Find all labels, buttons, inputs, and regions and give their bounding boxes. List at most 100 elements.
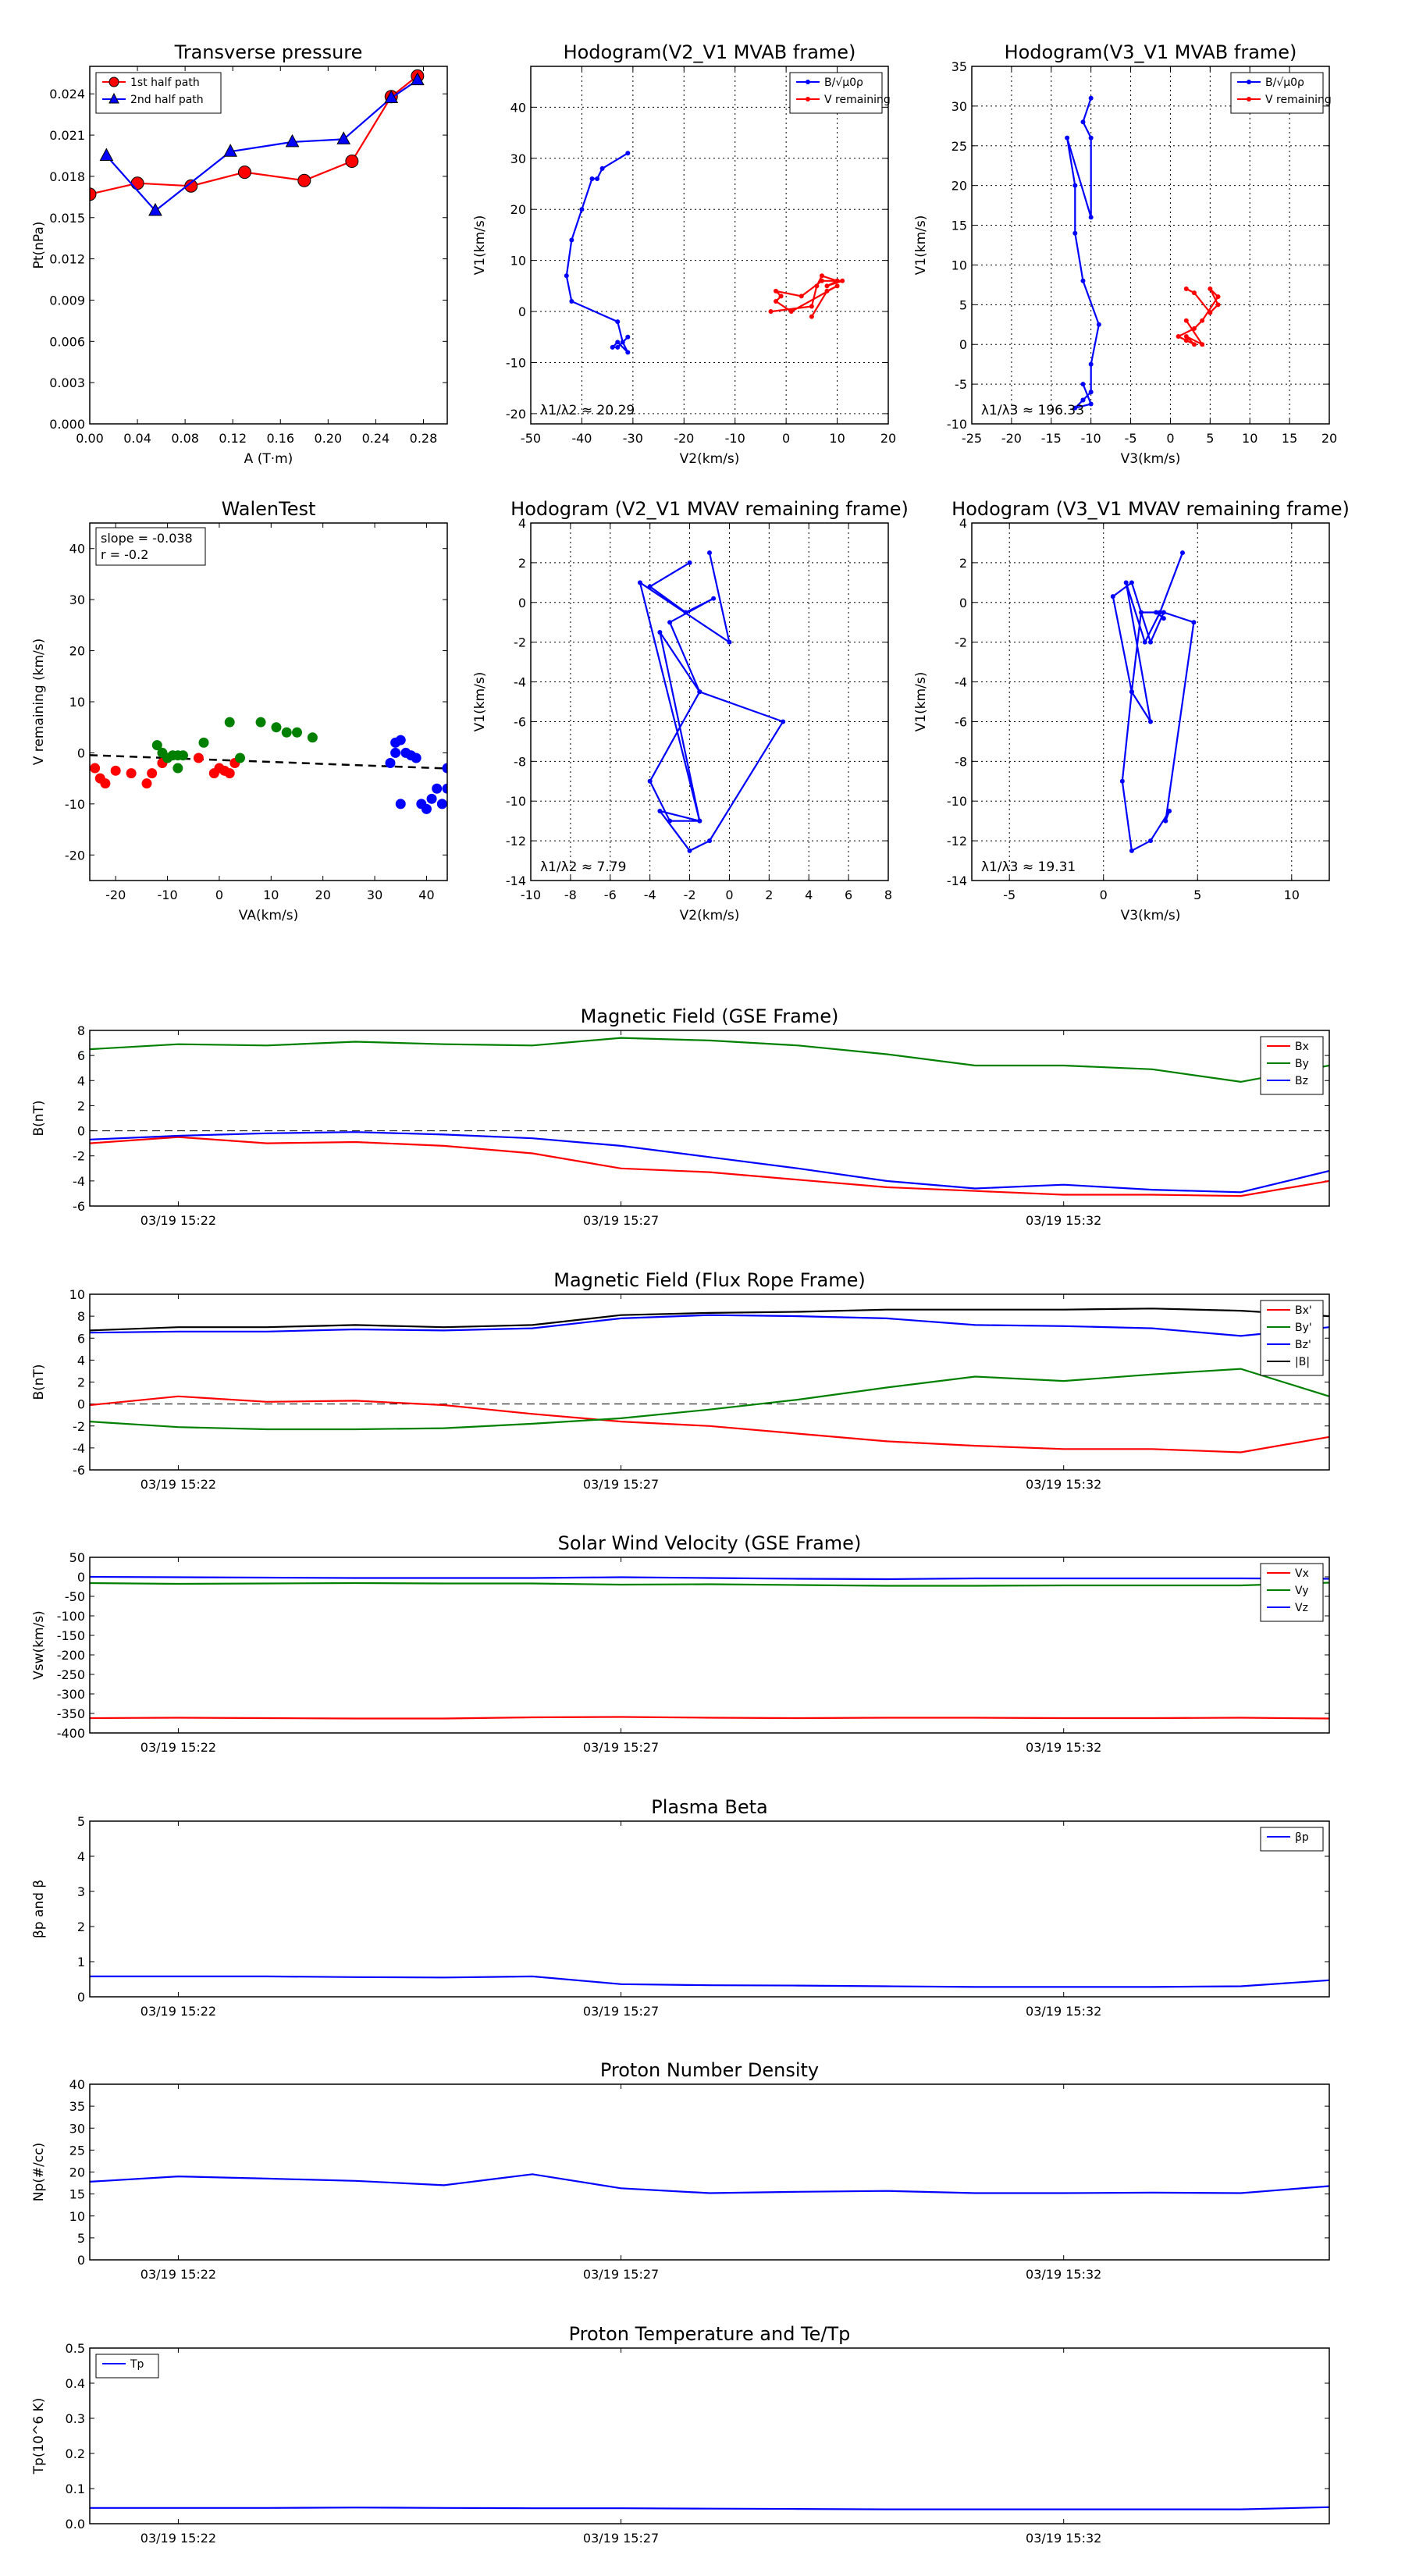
bgse-frame — [89, 1030, 1330, 1207]
h2-series-b0-point — [1088, 401, 1094, 407]
tp-xtick-label: 0.12 — [219, 431, 247, 446]
h1-xtick-label: 0 — [782, 431, 790, 446]
tp-xlabel: A (T·m) — [244, 451, 293, 467]
bfr-chart: Magnetic Field (Flux Rope Frame) -6 -4 -2 0 2… — [31, 1269, 1330, 1492]
walen-plot-area — [90, 717, 447, 814]
np-ytick-label: 15 — [69, 2187, 85, 2202]
walen-series-2-point — [395, 735, 406, 745]
tpp-ytick-label: 0.1 — [66, 2482, 85, 2496]
tpp-xtick-label: 03/19 15:32 — [1026, 2531, 1101, 2546]
h1-series-b0-point — [625, 151, 631, 156]
h3-ylabel: V1(km/s) — [472, 672, 488, 732]
beta-ytick-label: 5 — [77, 1814, 85, 1829]
h4-series-0-point — [1148, 719, 1153, 724]
h3-series-0-point — [697, 689, 702, 695]
tpp-ytick-label: 0.0 — [66, 2517, 85, 2532]
vsw-ytick-label: -400 — [57, 1726, 85, 1741]
h2-series-b0-point — [1072, 183, 1078, 188]
tpp-legend-label: Tp — [130, 2358, 144, 2371]
beta-chart: Plasma Beta 0 1 2 3 4 5 03/19 15:22 03/19 15:27 0… — [31, 1796, 1330, 2019]
h4-series-0-point — [1161, 610, 1166, 615]
vsw-ylabel: Vsw(km/s) — [31, 1610, 47, 1680]
h3-series-0-point — [667, 818, 673, 824]
h2-series-vremaining-point — [1215, 302, 1221, 308]
h2-series-vremaining-point — [1191, 342, 1197, 347]
h4-frame — [971, 522, 1330, 881]
walen-series-2-point — [385, 758, 396, 769]
h4-ytick-label: -2 — [955, 635, 967, 650]
np-plot-area — [90, 2173, 1329, 2194]
h3-ytick-label: -10 — [506, 794, 526, 809]
h4-xtick-label: 10 — [1284, 888, 1300, 902]
h3-xtick-label: 6 — [845, 888, 852, 902]
tpp-ylabel: Tp(10^6 K) — [31, 2398, 47, 2475]
h2-series-b0-point — [1088, 361, 1094, 367]
bgse-ytick-label: -6 — [73, 1199, 85, 1214]
h2-series-vremaining-point — [1200, 318, 1205, 323]
tp-ytick-label: 0.018 — [49, 169, 85, 184]
tp-series-2ndhalfpath-point — [384, 90, 399, 104]
h4-series-0-point — [1167, 808, 1172, 813]
h3-xtick-label: -2 — [684, 888, 696, 902]
bfr-ytick-label: -2 — [73, 1419, 85, 1434]
bgse-ytick-label: 6 — [77, 1048, 85, 1063]
bfr-xtick-label: 03/19 15:32 — [1026, 1477, 1101, 1492]
h1-series-vremaining-point — [799, 294, 804, 299]
h4-title: Hodogram (V3_V1 MVAV remaining frame) — [951, 498, 1350, 520]
bfr-series-bx-line — [90, 1395, 1329, 1453]
vsw-legend: Vx Vy Vz — [1260, 1563, 1324, 1622]
beta-title: Plasma Beta — [651, 1796, 767, 1818]
h4-series-0-point — [1148, 639, 1153, 645]
h2-series-b0-point — [1096, 322, 1101, 327]
h4-xtick-label: 5 — [1193, 888, 1201, 902]
bgse-ylabel: B(nT) — [31, 1100, 47, 1136]
bgse-legend-label: By — [1295, 1058, 1309, 1070]
tp-series-2ndhalfpath-point — [336, 131, 351, 144]
tpp-ytick-label: 0.3 — [66, 2411, 85, 2426]
h1-series-vremaining-point — [788, 309, 794, 315]
h1-ytick-label: 20 — [510, 202, 526, 217]
walen-xtick-label: 40 — [418, 888, 434, 902]
h3-ytick-label: 0 — [518, 596, 526, 610]
walen-ytick-label: 0 — [77, 745, 85, 760]
h2-series-vremaining-point — [1191, 290, 1197, 296]
h2-series-vremaining-point — [1183, 338, 1189, 343]
h4-series-0-point — [1129, 689, 1134, 695]
tpp-ytick-label: 0.4 — [66, 2376, 85, 2391]
h3-series-0-point — [657, 808, 663, 813]
h4-series-0-point — [1129, 848, 1134, 853]
walen-series-1-point — [255, 717, 266, 728]
h3-xtick-label: 0 — [725, 888, 733, 902]
h2-series-b0-point — [1080, 278, 1086, 283]
h4-ytick-label: -8 — [955, 754, 967, 769]
h4-series-0-point — [1191, 620, 1197, 625]
bfr-legend-label: Bx' — [1295, 1304, 1312, 1317]
h2-xtick-label: -5 — [1125, 431, 1137, 446]
beta-legend-label: βp — [1295, 1831, 1309, 1844]
h4-plot-area — [1110, 550, 1197, 853]
vsw-ytick-label: -100 — [57, 1609, 85, 1624]
h1-plot-area — [564, 151, 845, 355]
bgse-xtick-label: 03/19 15:32 — [1026, 1213, 1101, 1228]
h1-legend: B/√μ0ρ V remaining — [789, 72, 891, 114]
h2-series-b0-point — [1088, 390, 1094, 395]
np-ytick-label: 20 — [69, 2165, 85, 2180]
h4-series-0-point — [1138, 610, 1144, 615]
tpp-ytick-label: 0.2 — [66, 2446, 85, 2461]
h4-ylabel: V1(km/s) — [913, 672, 929, 732]
walen-series-0-point — [147, 768, 158, 779]
np-ytick-label: 40 — [69, 2077, 85, 2092]
tp-ytick-label: 0.015 — [49, 211, 85, 226]
bgse-series-bz-line — [90, 1131, 1329, 1194]
h1-series-b0-point — [569, 237, 574, 243]
h2-xtick-label: 15 — [1282, 431, 1297, 446]
bfr-ytick-label: -4 — [73, 1441, 85, 1456]
h2-legend-label: V remaining — [1265, 94, 1332, 106]
bfr-ytick-label: 0 — [77, 1397, 85, 1412]
beta-legend-box — [1260, 1827, 1324, 1852]
h1-series-b0-point — [625, 350, 631, 355]
tp-frame — [89, 66, 448, 425]
walen-series-1-point — [234, 753, 245, 763]
h2-frame — [971, 66, 1330, 425]
h1-series-b0-point — [625, 334, 631, 340]
